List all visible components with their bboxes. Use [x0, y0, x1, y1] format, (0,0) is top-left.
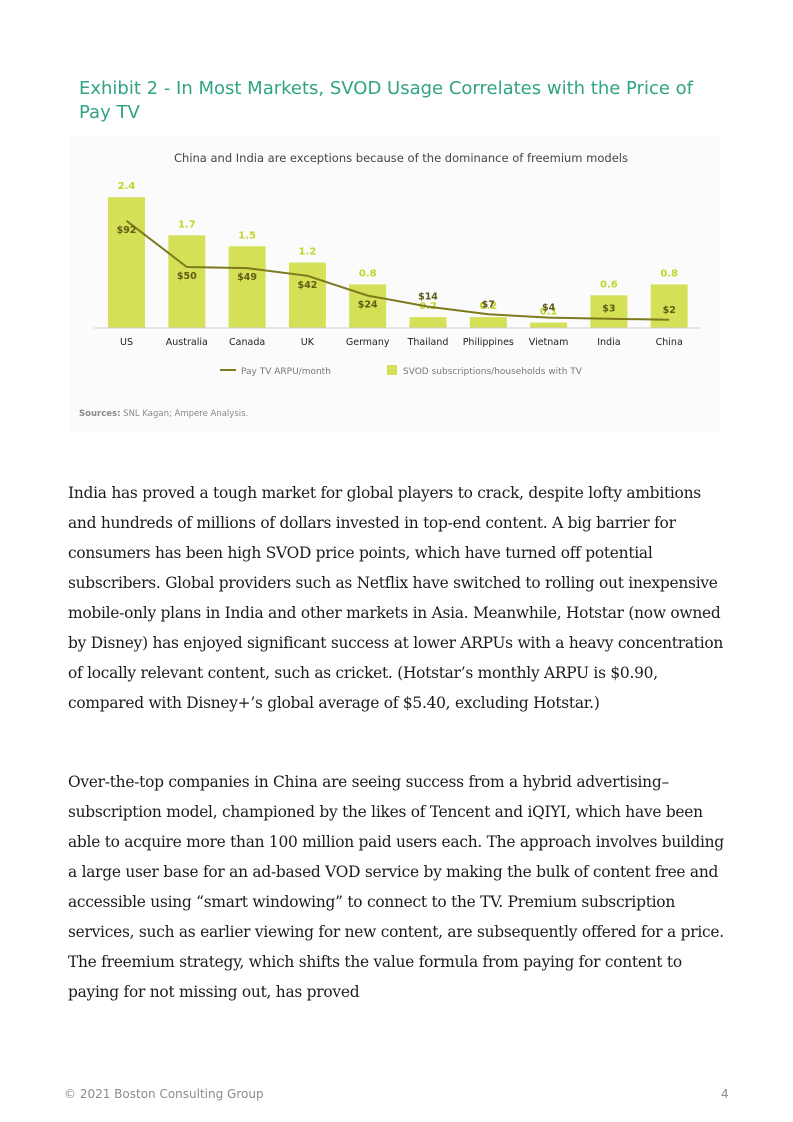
category-label: Vietnam — [529, 337, 569, 348]
bar-us — [108, 197, 145, 328]
bar-uk — [288, 262, 326, 328]
bar-value-label: 0.8 — [660, 268, 678, 279]
arpu-value-label: $4 — [542, 303, 556, 314]
arpu-value-label: $7 — [482, 299, 495, 310]
bar-value-label: 0.6 — [600, 279, 618, 290]
legend-svod-swatch — [387, 365, 397, 375]
category-label: Canada — [229, 337, 265, 348]
bar-value-label: 1.5 — [238, 230, 256, 241]
arpu-value-label: $24 — [358, 300, 378, 311]
arpu-value-label: $50 — [177, 271, 197, 282]
chart-panel: China and India are exceptions because o… — [70, 136, 720, 432]
sources-note: Sources: SNL Kagan; Ampere Analysis. — [79, 409, 248, 419]
arpu-value-label: $14 — [418, 292, 438, 303]
bar-value-label: 1.2 — [299, 247, 317, 258]
bar-australia — [168, 235, 206, 328]
category-label: US — [120, 337, 133, 348]
category-label: China — [656, 337, 683, 348]
arpu-value-label: $2 — [663, 305, 676, 316]
arpu-value-label: $42 — [297, 280, 317, 291]
category-label: Thailand — [407, 337, 449, 348]
arpu-value-label: $3 — [602, 304, 615, 315]
arpu-line — [125, 220, 670, 321]
bar-value-label: 0.1 — [540, 307, 558, 318]
sources-label: Sources: — [79, 409, 121, 419]
body-paragraph-2: Over-the-top companies in China are seei… — [68, 773, 724, 1001]
bar-thailand — [409, 317, 447, 328]
chart-subtitle: China and India are exceptions because o… — [174, 151, 628, 165]
bar-philippines — [469, 317, 507, 328]
bar-india — [590, 295, 628, 328]
bar-value-label: 0.8 — [359, 268, 377, 279]
bar-value-label: 0.2 — [479, 301, 497, 312]
bar-china — [650, 284, 688, 328]
sources-text: SNL Kagan; Ampere Analysis. — [123, 409, 249, 419]
category-label: India — [597, 337, 620, 348]
svod-vs-paytv-chart: China and India are exceptions because o… — [94, 151, 700, 377]
category-label: Germany — [346, 337, 390, 348]
category-label: Philippines — [463, 337, 514, 348]
arpu-value-label: $92 — [117, 225, 137, 236]
bar-value-label: 2.4 — [118, 181, 136, 192]
legend-arpu-label: Pay TV ARPU/month — [241, 367, 331, 377]
arpu-value-label: $49 — [237, 272, 257, 283]
category-label: Australia — [166, 337, 208, 348]
footer-page-number: 4 — [721, 1087, 729, 1101]
footer-copyright: © 2021 Boston Consulting Group — [64, 1087, 264, 1101]
bar-vietnam — [530, 322, 568, 328]
legend-svod-label: SVOD subscriptions/households with TV — [403, 367, 583, 377]
bar-canada — [228, 246, 266, 328]
body-paragraph-1: India has proved a tough market for glob… — [68, 484, 724, 712]
category-label: UK — [301, 337, 315, 348]
bar-value-label: 1.7 — [178, 219, 196, 230]
exhibit-title: Exhibit 2 - In Most Markets, SVOD Usage … — [79, 78, 694, 123]
